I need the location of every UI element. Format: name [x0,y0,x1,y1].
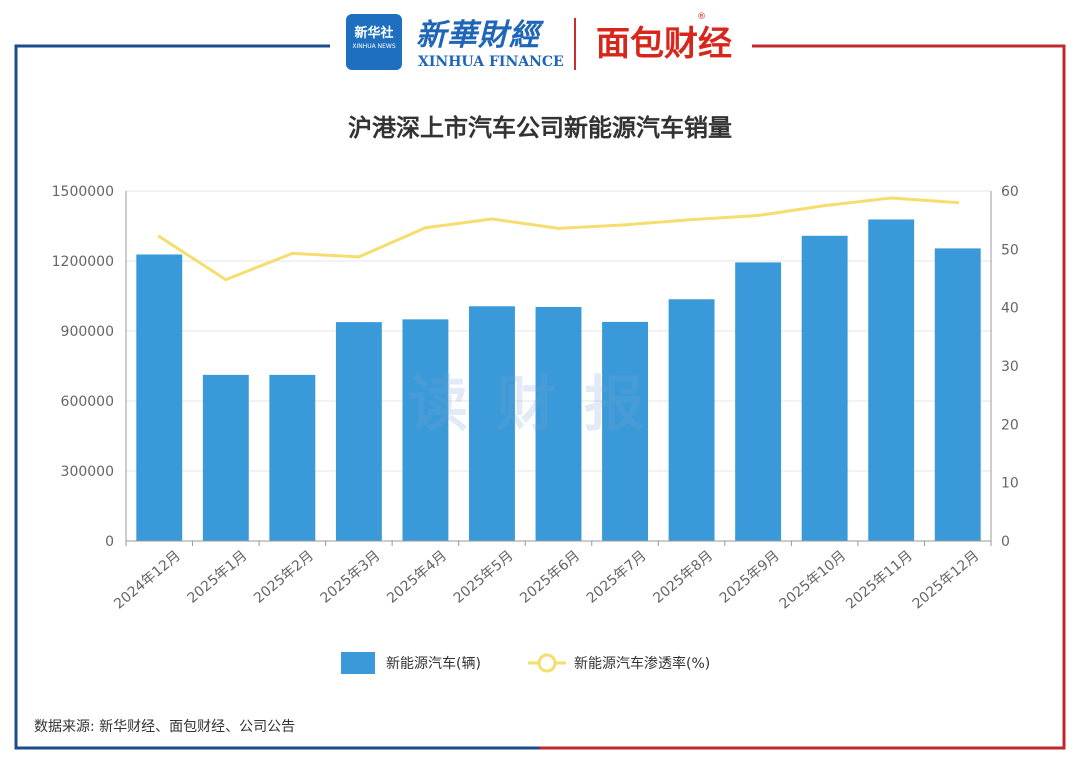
x-tick-label: 2025年3月 [318,548,384,607]
legend-bar-swatch [341,652,375,674]
x-tick-label: 2025年10月 [777,548,850,613]
right-tick-label: 30 [1001,359,1019,375]
left-axis-ticks: 0 300000 600000 900000 1200000 1500000 [52,184,114,550]
x-tick-label: 2025年12月 [910,548,983,613]
line-point [889,196,893,200]
xinhua-badge-en: XINHUA NEWS [352,43,396,50]
right-tick-label: 40 [1001,301,1019,317]
line-point [357,255,361,259]
line-point [756,214,760,217]
bar [269,374,316,541]
frame-border-right [540,44,1066,750]
bar [735,262,782,541]
legend: 新能源汽车(辆) 新能源汽车渗透率(%) [341,652,710,674]
bar [801,235,848,542]
bar [868,219,915,541]
bar [136,254,183,541]
line-point [290,251,294,255]
left-tick-label: 1200000 [52,254,114,270]
xinhua-badge-cn: 新华社 [354,26,394,41]
right-tick-label: 0 [1001,534,1010,550]
bar [602,321,648,541]
watermark: 读财报 [408,370,672,440]
logo-divider [574,18,576,70]
right-tick-label: 10 [1001,476,1019,492]
x-tick-label: 2025年1月 [185,548,251,607]
left-tick-label: 0 [105,534,114,550]
xinhua-finance-logo-en: XINHUA FINANCE [418,54,564,70]
x-tick-label: 2025年9月 [717,548,783,607]
bar-series [136,219,981,542]
line-point [490,217,494,221]
left-tick-label: 900000 [61,324,114,340]
line-point [623,223,627,227]
x-tick-label: 2025年8月 [650,548,716,607]
bar [335,322,382,541]
x-tick-label: 2024年12月 [111,548,184,613]
line-point [956,201,960,205]
x-tick-label: 2025年5月 [451,548,517,607]
line-point [224,278,228,282]
bar [202,374,249,541]
bar [469,306,515,541]
bar [934,248,981,541]
line-point [823,204,827,208]
x-tick-label: 2025年2月 [251,548,317,607]
axes [125,191,992,542]
line-point [157,235,161,238]
right-axis-ticks: 0 10 20 30 40 50 60 [1001,184,1019,550]
x-axis-ticks: 2024年12月 2025年1月 2025年2月 2025年3月 2025年4月 2025… [111,541,992,613]
left-tick-label: 300000 [61,464,114,480]
legend-line-label: 新能源汽车渗透率(%) [574,655,710,672]
bar [668,299,715,541]
x-tick-label: 2025年6月 [517,548,583,607]
line-point [690,218,694,222]
line-point [423,226,427,230]
chart-title: 沪港深上市汽车公司新能源汽车销量 [348,114,732,142]
legend-bar-label: 新能源汽车(辆) [386,655,481,672]
x-tick-label: 2025年7月 [584,548,650,607]
right-tick-label: 50 [1001,242,1019,258]
xinhua-news-logo: 新华社 XINHUA NEWS [346,14,402,70]
bar [402,319,449,541]
x-tick-label: 2025年4月 [384,548,450,607]
left-tick-label: 600000 [61,394,114,410]
right-tick-label: 60 [1001,184,1019,200]
left-tick-label: 1500000 [52,184,114,200]
bar [535,306,582,541]
xinhua-finance-logo-cn: 新華財經 [416,18,540,53]
line-series [157,196,960,282]
registered-mark: ® [697,12,706,22]
x-tick-label: 2025年11月 [843,548,916,613]
mianbao-logo: 面包财经 [596,24,732,64]
legend-line-marker [537,653,557,673]
line-point [557,226,560,230]
right-tick-label: 20 [1001,417,1019,433]
frame-border-left [14,44,540,750]
source-note: 数据来源: 新华财经、面包财经、公司公告 [34,719,296,735]
